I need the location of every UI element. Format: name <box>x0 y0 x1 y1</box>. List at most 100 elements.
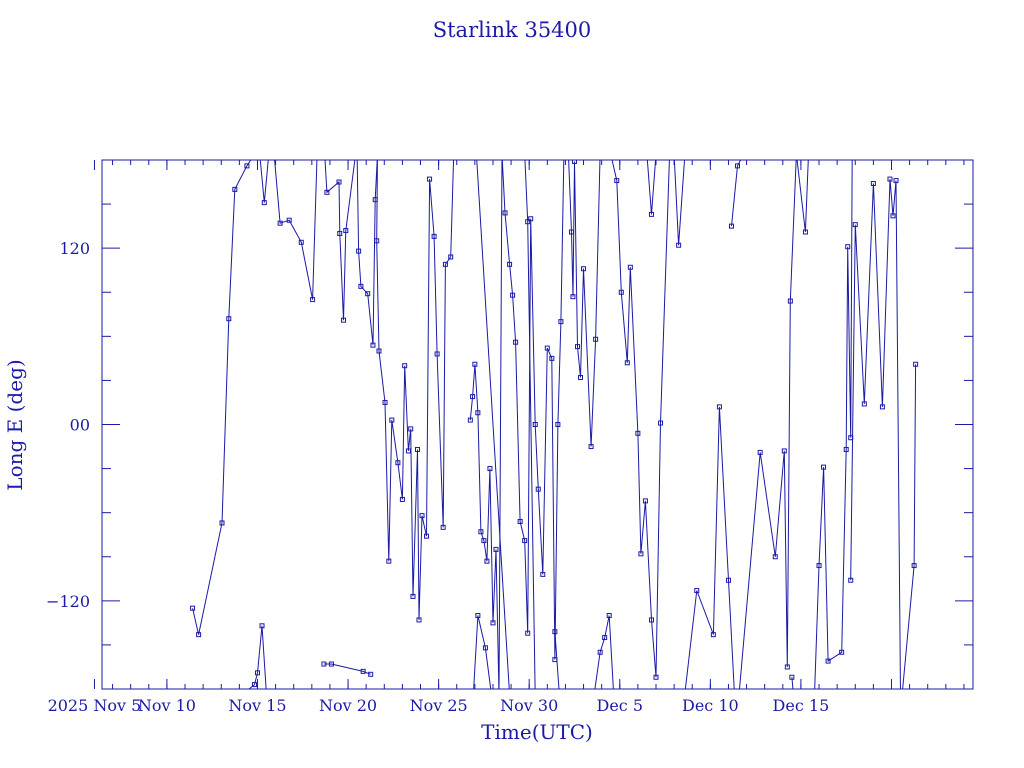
data-point <box>544 345 550 351</box>
data-point <box>442 261 448 267</box>
data-point <box>513 339 519 345</box>
y-tick-label: 120 <box>59 239 90 258</box>
data-point <box>725 577 731 583</box>
data-point <box>341 317 347 323</box>
data-point <box>286 217 292 223</box>
data-point <box>395 460 401 466</box>
data-point <box>448 254 454 260</box>
data-point <box>196 632 202 638</box>
data-point <box>219 520 225 526</box>
y-tick-labels: −120 00 120 <box>46 239 90 611</box>
data-point <box>789 674 795 680</box>
data-point <box>627 264 633 270</box>
data-point <box>887 176 893 182</box>
data-point <box>490 620 496 626</box>
data-point <box>575 344 581 350</box>
data-point <box>321 661 327 667</box>
data-point <box>839 649 845 655</box>
data-point <box>843 446 849 452</box>
data-point <box>343 228 349 234</box>
data-point <box>261 200 267 206</box>
data-point <box>277 220 283 226</box>
data-point <box>356 248 362 254</box>
data-point <box>676 242 682 248</box>
data-point <box>578 374 584 380</box>
data-point <box>232 186 238 192</box>
data-point <box>251 682 257 688</box>
data-point <box>389 417 395 423</box>
data-point <box>190 605 196 611</box>
data-point <box>893 178 899 184</box>
x-axis-label: Time(UTC) <box>481 720 593 744</box>
series-line <box>673 160 686 246</box>
data-point <box>597 649 603 655</box>
data-point <box>911 563 917 569</box>
data-point <box>298 239 304 245</box>
data-point <box>368 671 374 677</box>
data-point <box>571 160 577 164</box>
data-point <box>535 486 541 492</box>
data-point <box>358 283 364 289</box>
data-point <box>386 558 392 564</box>
data-point <box>593 336 599 342</box>
data-point <box>408 426 414 432</box>
axis-ticks <box>93 160 973 689</box>
x-tick-label: Dec 10 <box>682 696 739 715</box>
data-point <box>522 538 528 544</box>
data-point <box>370 342 376 348</box>
data-point <box>614 178 620 184</box>
data-point <box>254 670 260 676</box>
data-point <box>552 629 558 635</box>
data-point <box>694 588 700 594</box>
data-point <box>481 538 487 544</box>
series-line <box>469 160 601 689</box>
data-point <box>440 524 446 530</box>
data-point <box>402 363 408 369</box>
series-line <box>248 625 267 689</box>
data-point <box>410 593 416 599</box>
data-point <box>336 179 342 185</box>
data-point <box>372 197 378 203</box>
data-point <box>510 292 516 298</box>
data-point <box>419 513 425 519</box>
series-line <box>473 615 492 689</box>
series-line <box>524 160 536 689</box>
data-point <box>525 219 531 225</box>
data-point <box>414 446 420 452</box>
data-point <box>376 348 382 354</box>
y-tick-label: −120 <box>46 592 90 611</box>
series-group <box>190 155 919 689</box>
data-point <box>648 617 654 623</box>
y-tick-label: 00 <box>70 416 90 435</box>
chart-title: Starlink 35400 <box>433 18 592 42</box>
data-point <box>683 155 687 159</box>
x-tick-label: 2025 Nov 5 <box>48 696 142 715</box>
data-point <box>787 298 793 304</box>
series-line <box>323 663 371 675</box>
series-line <box>646 160 657 215</box>
data-point <box>606 613 612 619</box>
data-point <box>337 230 343 236</box>
series-line <box>476 160 510 689</box>
data-point <box>324 189 330 195</box>
data-point <box>484 558 490 564</box>
data-point <box>757 449 763 455</box>
series-line <box>611 160 670 678</box>
data-point <box>475 613 481 619</box>
data-point <box>728 223 734 229</box>
data-point <box>472 361 478 367</box>
data-point <box>581 266 587 272</box>
data-point <box>493 546 499 552</box>
data-point <box>549 355 555 361</box>
data-point <box>259 623 265 629</box>
data-point <box>852 222 858 228</box>
series-line <box>192 160 455 635</box>
data-point <box>879 404 885 410</box>
series-line <box>731 160 742 227</box>
x-tick-label: Nov 15 <box>228 696 286 715</box>
data-point <box>424 533 430 539</box>
data-point <box>470 394 476 400</box>
series-line <box>796 160 809 233</box>
